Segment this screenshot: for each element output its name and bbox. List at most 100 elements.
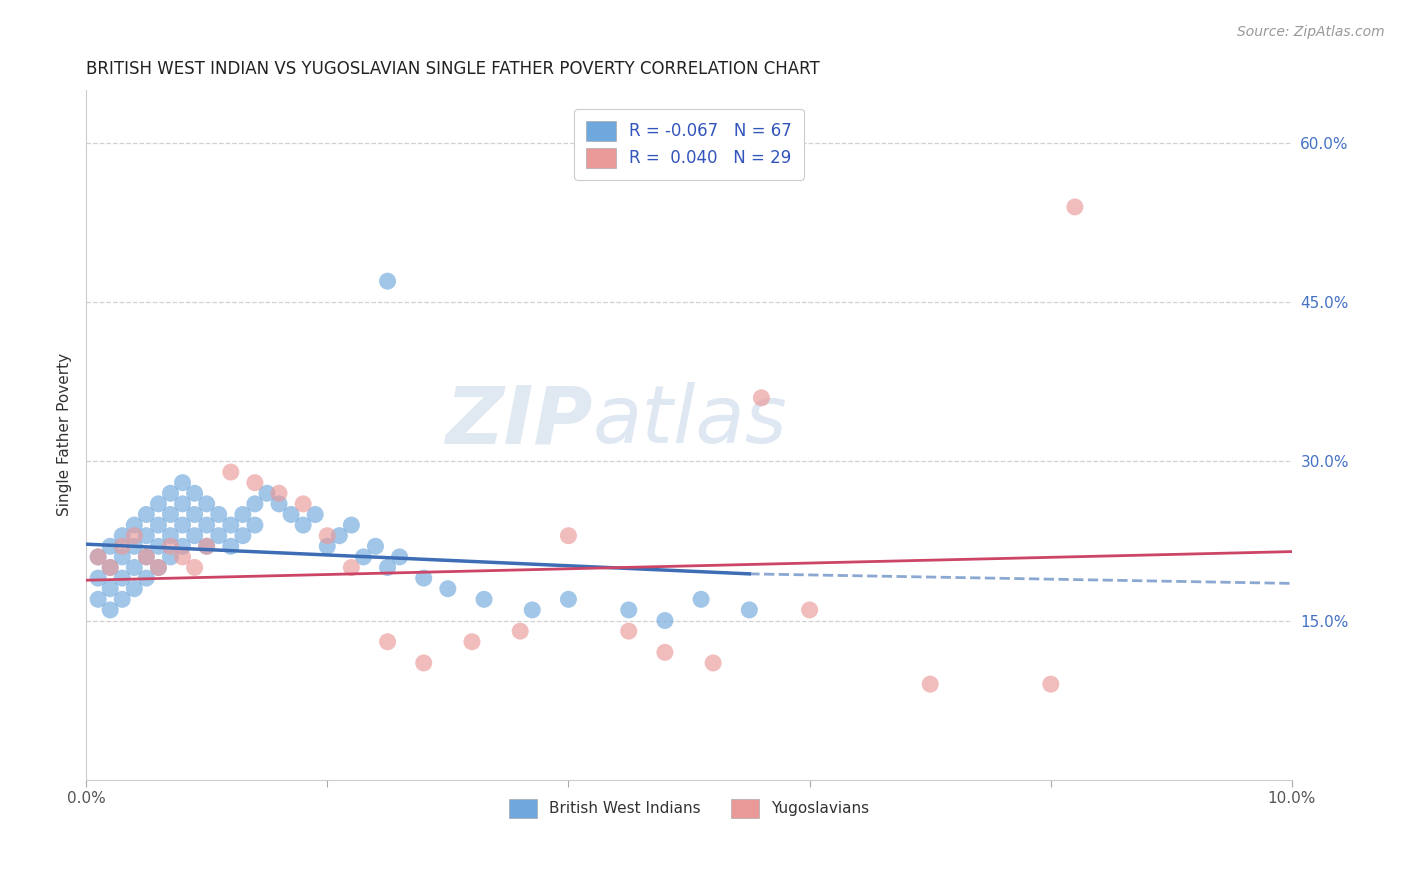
Point	[195, 539, 218, 553]
Point	[195, 497, 218, 511]
Point	[280, 508, 302, 522]
Point	[172, 475, 194, 490]
Point	[148, 560, 170, 574]
Point	[751, 391, 773, 405]
Text: BRITISH WEST INDIAN VS YUGOSLAVIAN SINGLE FATHER POVERTY CORRELATION CHART: BRITISH WEST INDIAN VS YUGOSLAVIAN SINGL…	[86, 60, 820, 78]
Point	[920, 677, 942, 691]
Point	[87, 592, 110, 607]
Point	[1039, 677, 1062, 691]
Point	[135, 549, 157, 564]
Point	[124, 539, 146, 553]
Point	[461, 634, 484, 648]
Point	[135, 549, 157, 564]
Point	[364, 539, 387, 553]
Point	[159, 539, 181, 553]
Point	[183, 508, 205, 522]
Point	[159, 508, 181, 522]
Point	[195, 518, 218, 533]
Point	[799, 603, 821, 617]
Point	[654, 614, 676, 628]
Point	[654, 645, 676, 659]
Point	[702, 656, 724, 670]
Point	[256, 486, 278, 500]
Point	[388, 549, 411, 564]
Point	[267, 497, 290, 511]
Text: atlas: atlas	[592, 382, 787, 460]
Point	[208, 508, 231, 522]
Point	[219, 518, 242, 533]
Point	[219, 539, 242, 553]
Point	[148, 539, 170, 553]
Point	[148, 560, 170, 574]
Point	[111, 539, 134, 553]
Point	[183, 486, 205, 500]
Text: Source: ZipAtlas.com: Source: ZipAtlas.com	[1237, 25, 1385, 39]
Point	[232, 529, 254, 543]
Point	[111, 549, 134, 564]
Point	[316, 539, 339, 553]
Point	[183, 529, 205, 543]
Point	[98, 582, 121, 596]
Point	[232, 508, 254, 522]
Point	[124, 582, 146, 596]
Point	[557, 592, 579, 607]
Point	[208, 529, 231, 543]
Point	[292, 518, 315, 533]
Point	[1064, 200, 1087, 214]
Point	[377, 560, 399, 574]
Point	[87, 571, 110, 585]
Point	[183, 560, 205, 574]
Point	[243, 497, 266, 511]
Point	[304, 508, 326, 522]
Point	[159, 549, 181, 564]
Point	[98, 560, 121, 574]
Point	[172, 539, 194, 553]
Point	[219, 465, 242, 479]
Point	[135, 571, 157, 585]
Point	[195, 539, 218, 553]
Point	[352, 549, 374, 564]
Point	[124, 518, 146, 533]
Point	[98, 560, 121, 574]
Point	[316, 529, 339, 543]
Point	[111, 592, 134, 607]
Point	[148, 518, 170, 533]
Point	[292, 497, 315, 511]
Point	[412, 656, 434, 670]
Point	[377, 274, 399, 288]
Point	[509, 624, 531, 639]
Point	[98, 603, 121, 617]
Point	[340, 560, 363, 574]
Point	[111, 529, 134, 543]
Point	[340, 518, 363, 533]
Point	[135, 529, 157, 543]
Point	[377, 634, 399, 648]
Point	[437, 582, 460, 596]
Point	[98, 539, 121, 553]
Point	[267, 486, 290, 500]
Point	[111, 571, 134, 585]
Point	[557, 529, 579, 543]
Point	[412, 571, 434, 585]
Point	[328, 529, 350, 543]
Point	[87, 549, 110, 564]
Point	[124, 529, 146, 543]
Point	[738, 603, 761, 617]
Point	[472, 592, 495, 607]
Legend: British West Indians, Yugoslavians: British West Indians, Yugoslavians	[503, 793, 875, 823]
Text: ZIP: ZIP	[446, 382, 592, 460]
Point	[87, 549, 110, 564]
Point	[522, 603, 544, 617]
Point	[124, 560, 146, 574]
Point	[617, 603, 640, 617]
Point	[135, 508, 157, 522]
Point	[243, 475, 266, 490]
Point	[159, 529, 181, 543]
Point	[172, 518, 194, 533]
Point	[690, 592, 713, 607]
Point	[159, 486, 181, 500]
Point	[617, 624, 640, 639]
Point	[172, 497, 194, 511]
Point	[148, 497, 170, 511]
Point	[172, 549, 194, 564]
